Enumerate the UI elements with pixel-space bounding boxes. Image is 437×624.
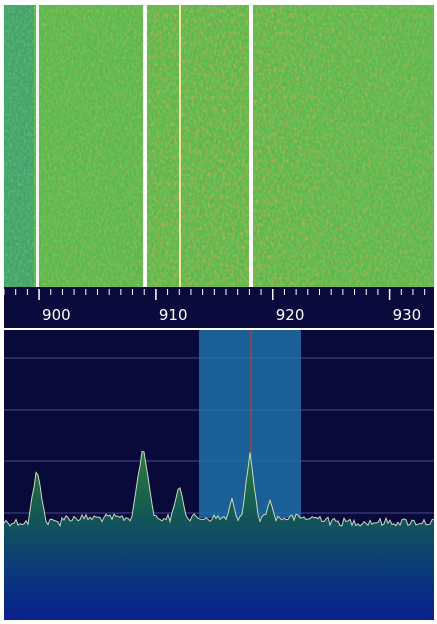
scale-bg: [4, 287, 434, 328]
spectrum-fill: [4, 451, 434, 620]
tick-label: 900: [42, 306, 71, 324]
tick-label: 910: [159, 306, 188, 324]
waterfall-line: [143, 5, 147, 287]
waterfall-line: [36, 5, 39, 287]
frequency-scale: 900 910 920 930: [3, 287, 434, 328]
waterfall-texture: [4, 5, 434, 287]
tick-label: 920: [276, 306, 305, 324]
spectrum-trace: [3, 450, 435, 528]
waterfall: [4, 5, 434, 287]
spectrum: [3, 330, 435, 620]
waterfall-line: [179, 5, 181, 287]
waterfall-line: [249, 5, 253, 287]
tick-label: 930: [393, 306, 422, 324]
